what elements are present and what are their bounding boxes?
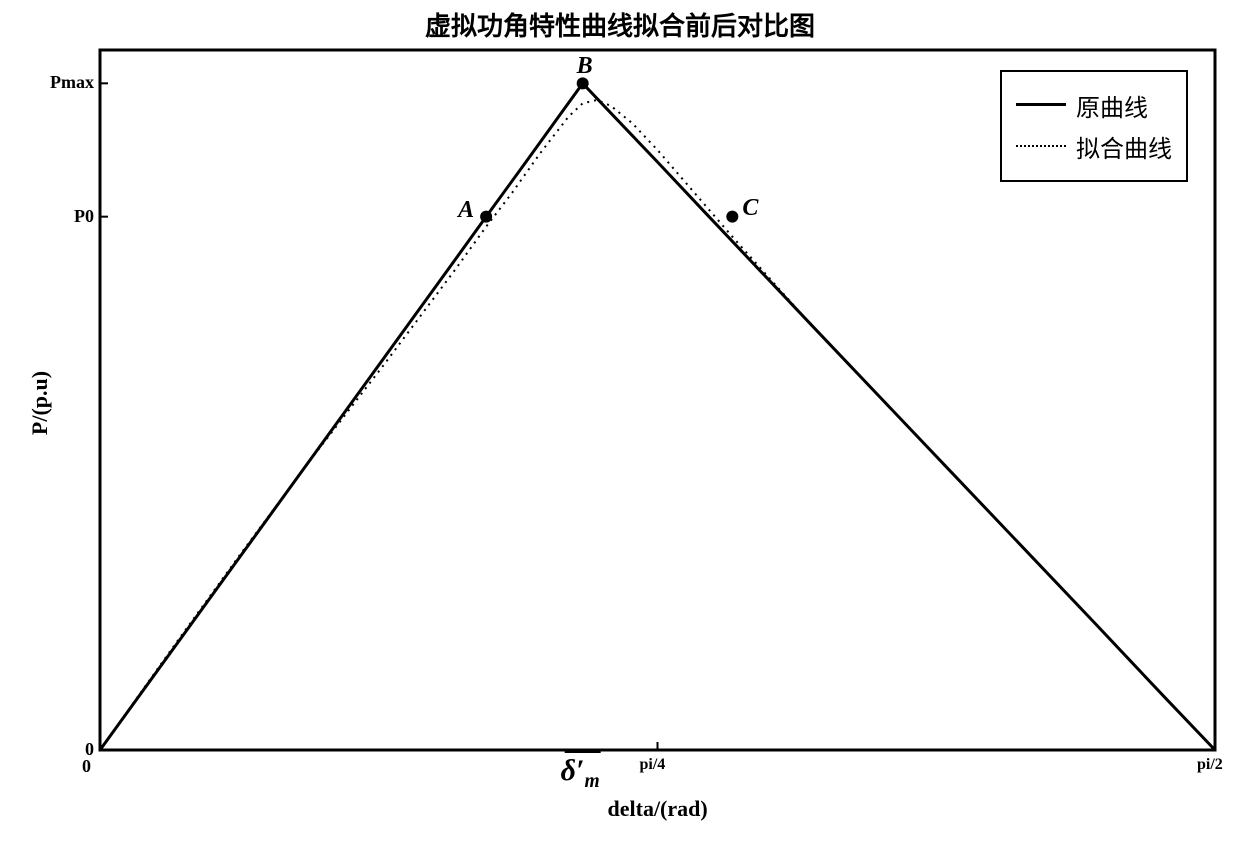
x-tick-delta-m: δ′m	[561, 754, 600, 793]
y-tick-label: Pmax	[50, 72, 94, 93]
x-axis-label: delta/(rad)	[608, 796, 708, 822]
legend-entry: 原曲线	[1016, 88, 1172, 123]
point-label-A: A	[458, 197, 474, 224]
x-tick-label: pi/4	[640, 756, 666, 774]
legend: 原曲线拟合曲线	[1000, 70, 1188, 182]
legend-swatch	[1016, 103, 1066, 108]
point-label-B: B	[577, 53, 593, 80]
y-tick-label: P0	[74, 206, 94, 227]
y-axis-label: P/(p.u)	[27, 371, 53, 435]
legend-label: 拟合曲线	[1076, 129, 1172, 164]
chart-figure: 虚拟功角特性曲线拟合前后对比图 P/(p.u) delta/(rad) 原曲线拟…	[0, 0, 1240, 846]
series-原曲线	[100, 83, 1215, 750]
point-label-C: C	[742, 195, 758, 222]
legend-label: 原曲线	[1076, 88, 1148, 123]
legend-entry: 拟合曲线	[1016, 129, 1172, 164]
x-tick-label: pi/2	[1197, 756, 1223, 774]
series-拟合曲线	[100, 100, 1215, 750]
legend-swatch	[1016, 145, 1066, 149]
y-tick-label: 0	[85, 739, 94, 760]
